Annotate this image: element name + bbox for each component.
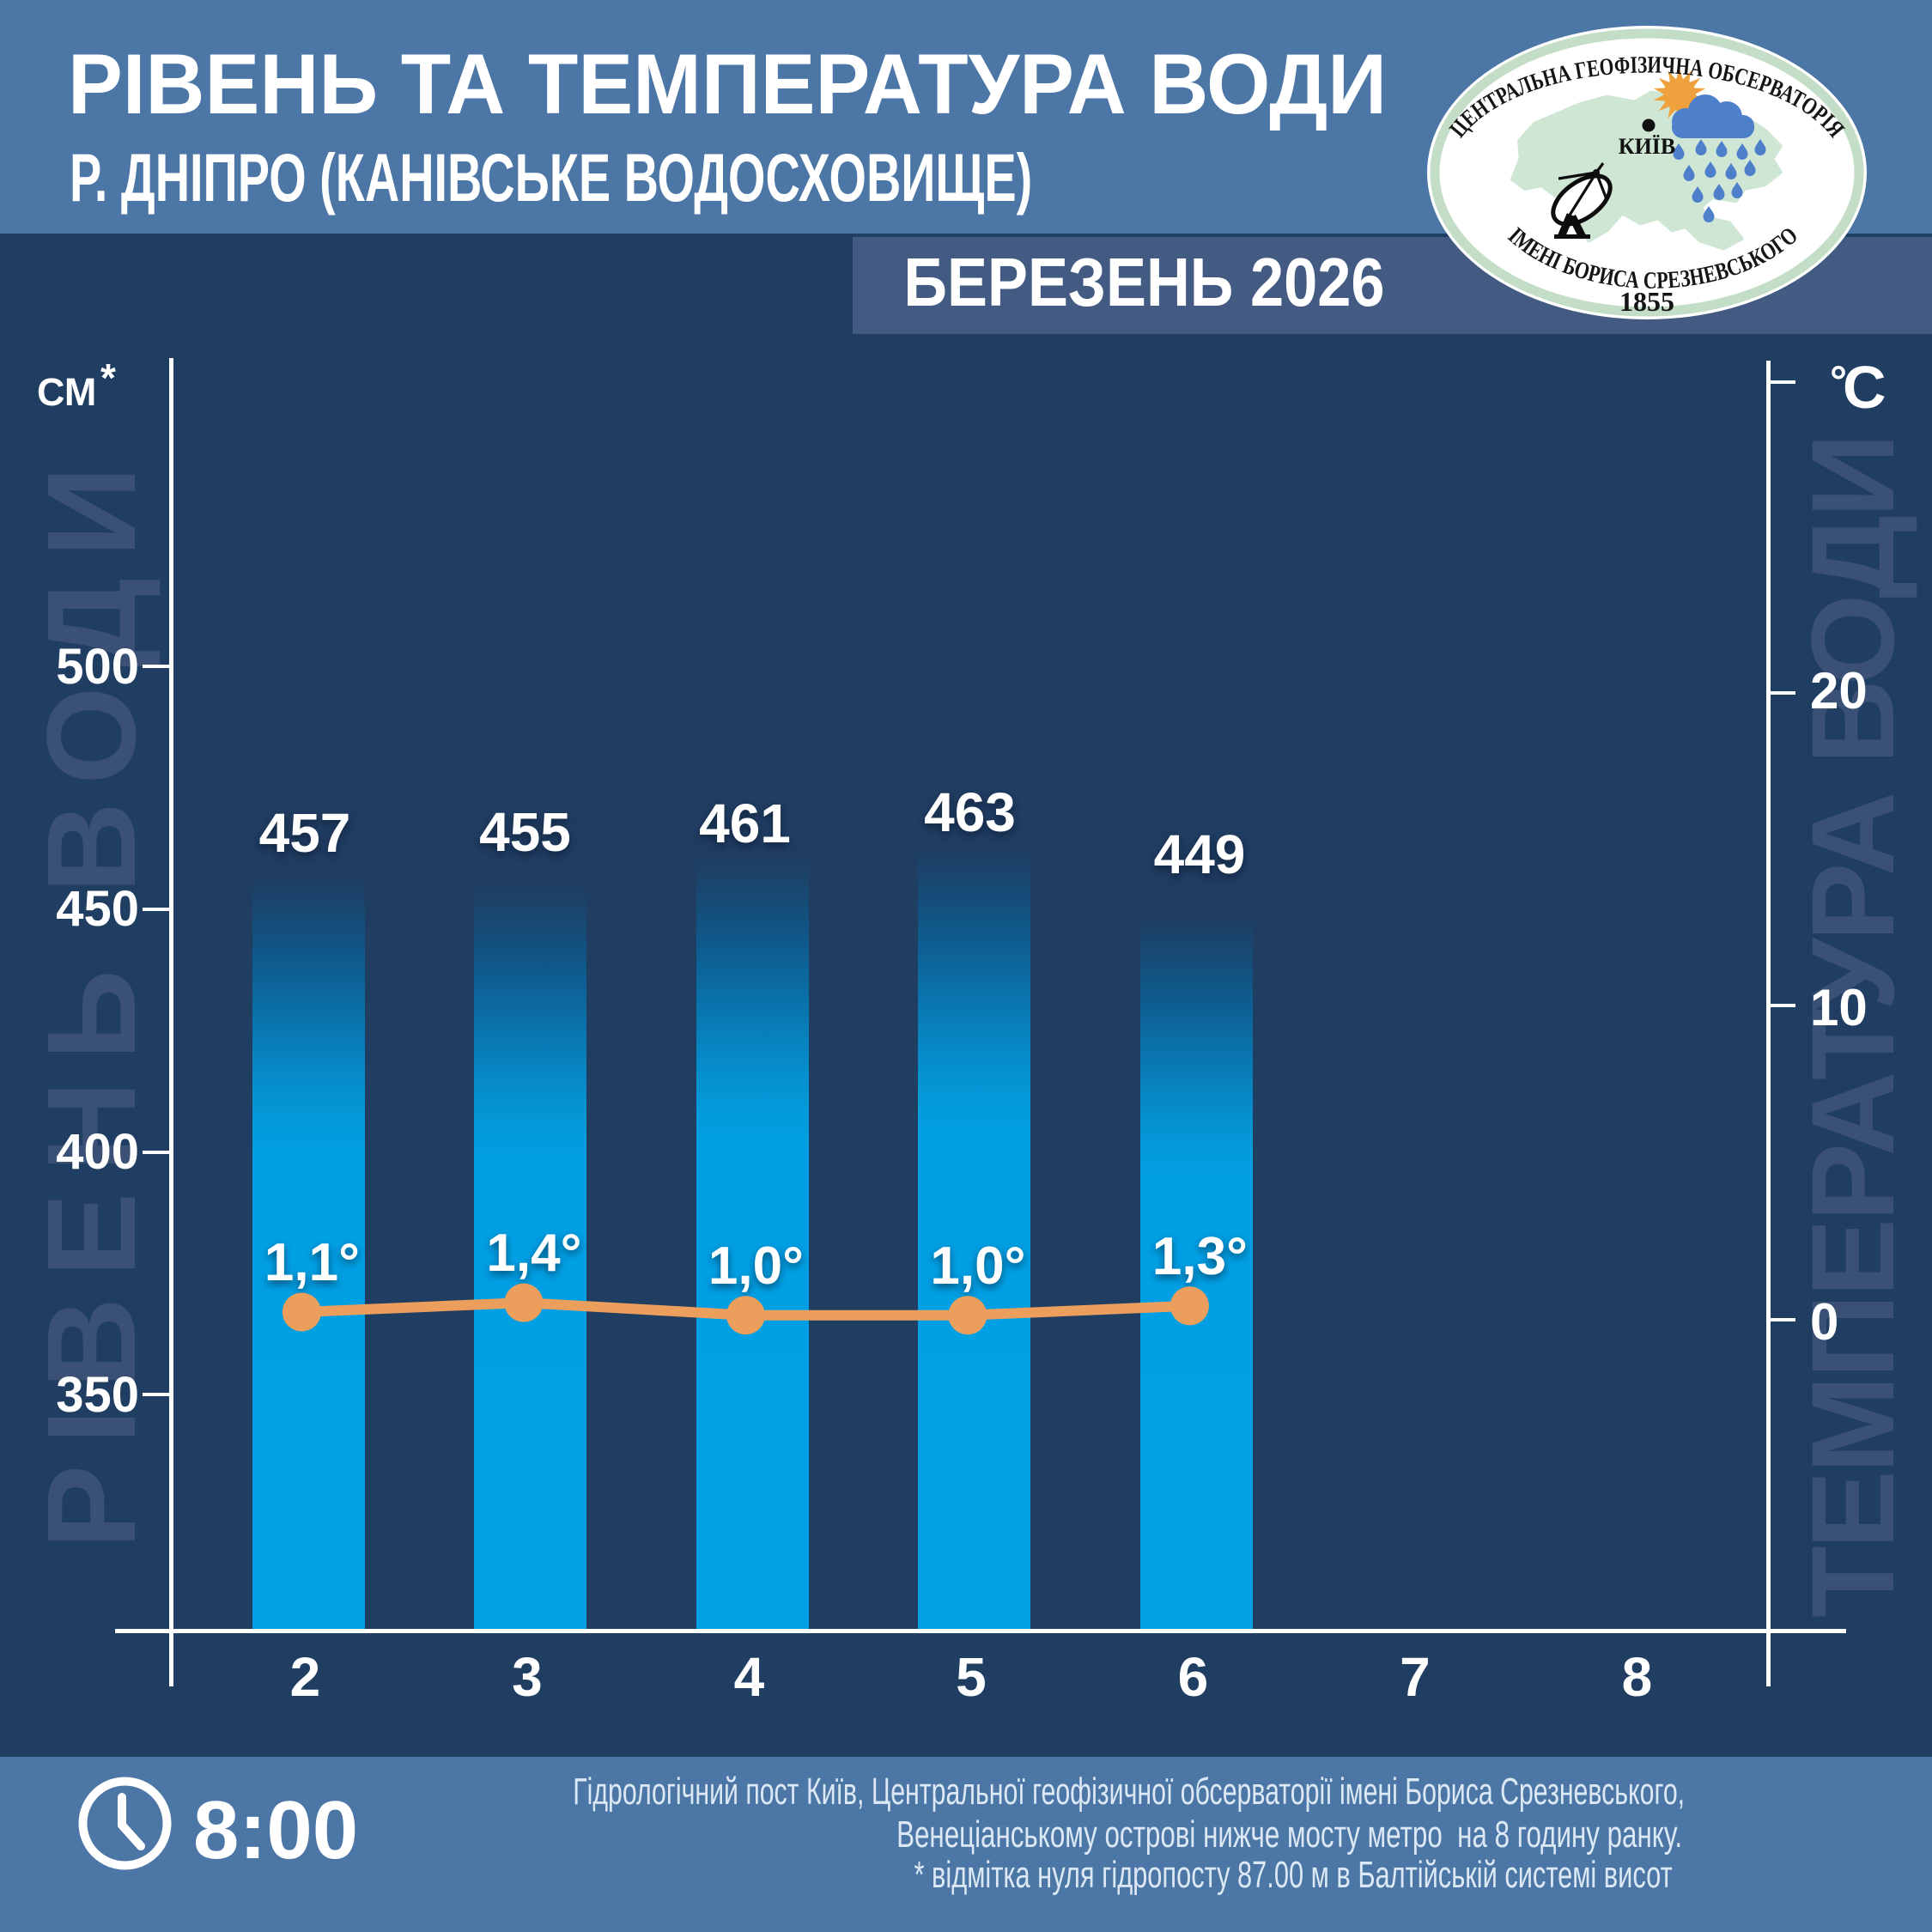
svg-text:КИЇВ: КИЇВ	[1619, 134, 1676, 159]
svg-text:1855: 1855	[1619, 286, 1674, 317]
